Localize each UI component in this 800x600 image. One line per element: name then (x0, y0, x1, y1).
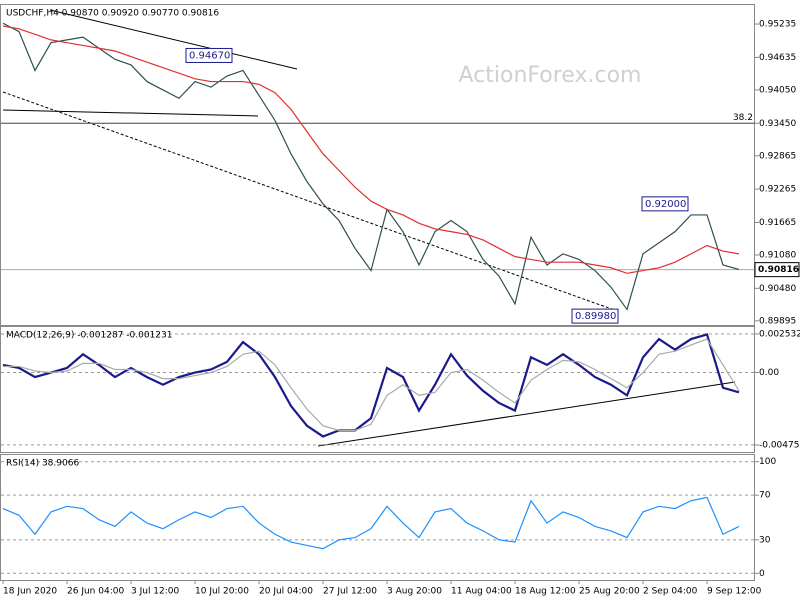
y-tick-label: 0.93450 (759, 119, 796, 129)
x-tick-label: 27 Jul 12:00 (323, 587, 377, 597)
trend-line (2, 109, 259, 117)
y-tick-label: 0.91080 (759, 250, 796, 260)
price-annotation: 0.94670 (189, 50, 230, 61)
x-tick-label: 26 Jun 04:00 (67, 587, 124, 597)
y-tick-label: 0.89895 (759, 316, 796, 326)
x-tick-label: 11 Aug 04:00 (451, 587, 512, 597)
y-tick-label: 0.92865 (759, 151, 796, 161)
data-line (2, 25, 740, 274)
panel-frame (0, 326, 755, 453)
price-annotation-box (185, 47, 233, 63)
panel-title: USDCHF,H4 0.90870 0.90920 0.90770 0.9081… (6, 9, 219, 19)
panel-frame (0, 454, 755, 581)
y-tick-label: 70 (759, 491, 771, 501)
x-tick-label: 20 Jul 04:00 (259, 587, 313, 597)
y-tick-label: -0.004756 (759, 440, 800, 450)
x-tick-label: 10 Jul 20:00 (195, 587, 249, 597)
y-tick-label: 0.002532 (759, 329, 800, 339)
fib-label: 38.2 (733, 113, 753, 123)
trend-line (49, 9, 298, 70)
x-tick-label: 2 Sep 04:00 (643, 587, 698, 597)
data-line (3, 338, 740, 431)
y-tick-label: 0.94635 (759, 53, 796, 63)
data-line (2, 333, 740, 438)
y-tick-label: 0.92265 (759, 185, 796, 195)
price-annotation-box (641, 196, 689, 212)
y-tick-label: 0.95235 (759, 20, 796, 30)
y-tick-label: 0.90480 (759, 284, 796, 294)
y-tick-label: 0.00 (759, 368, 779, 378)
panel-title: MACD(12,26,9) -0.001287 -0.001231 (6, 331, 172, 341)
data-line (2, 22, 740, 311)
watermark: ActionForex.com (459, 63, 642, 88)
x-tick-label: 9 Sep 12:00 (707, 587, 762, 597)
trend-line (317, 381, 736, 447)
x-tick-label: 18 Jun 2020 (3, 587, 57, 597)
panel-title: RSI(14) 38.9066 (6, 459, 79, 469)
x-tick-label: 3 Jul 12:00 (131, 587, 180, 597)
y-tick-label: 0 (759, 569, 765, 579)
x-tick-label: 18 Aug 12:00 (515, 587, 576, 597)
y-tick-label: 30 (759, 535, 771, 545)
last-price-box (754, 262, 800, 278)
x-tick-label: 25 Aug 20:00 (579, 587, 640, 597)
price-annotation: 0.92000 (645, 199, 686, 210)
trend-line (2, 91, 621, 313)
y-tick-label: 100 (759, 457, 776, 467)
x-tick-label: 3 Aug 20:00 (387, 587, 442, 597)
price-annotation: 0.89980 (575, 311, 616, 322)
data-line (2, 496, 740, 550)
price-annotation-box (571, 308, 619, 324)
y-tick-label: 0.91665 (759, 218, 796, 228)
panel-frame (0, 4, 755, 326)
y-tick-label: 0.94050 (759, 85, 796, 95)
last-price-label: 0.90816 (758, 265, 799, 275)
